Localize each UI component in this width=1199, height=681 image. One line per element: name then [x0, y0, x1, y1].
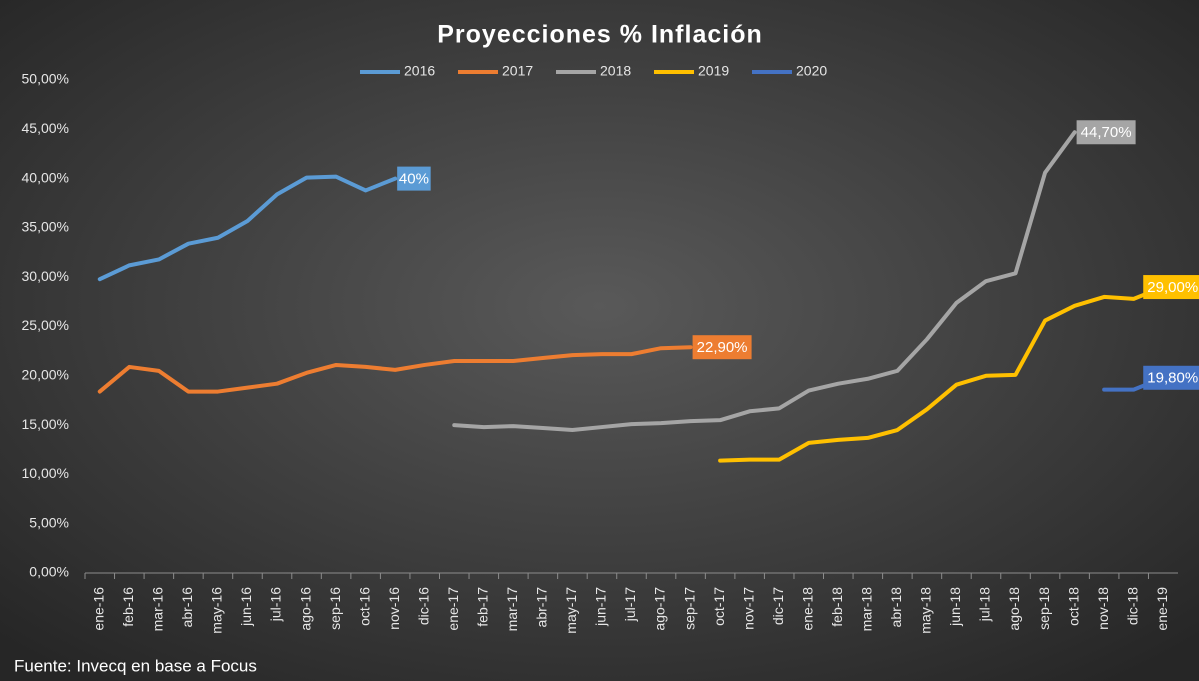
y-tick-label: 35,00% — [22, 219, 69, 235]
data-label: 44,70% — [1081, 124, 1132, 141]
y-tick-label: 5,00% — [29, 514, 69, 530]
x-tick-label: abr-18 — [888, 587, 904, 628]
x-tick-label: oct-17 — [711, 587, 727, 626]
y-tick-label: 20,00% — [22, 367, 69, 383]
x-tick-label: abr-16 — [179, 587, 195, 628]
x-tick-label: nov-18 — [1095, 587, 1111, 630]
source: Fuente: Invecq en base a Focus — [14, 656, 257, 675]
x-tick-label: feb-17 — [475, 587, 491, 627]
chart-title: Proyecciones % Inflación — [437, 21, 763, 49]
x-tick-label: sep-16 — [327, 587, 343, 630]
x-tick-label: ene-17 — [445, 587, 461, 631]
data-label-box — [692, 335, 752, 360]
x-tick-label: dic-18 — [1124, 587, 1140, 625]
x-tick-label: jul-17 — [622, 587, 638, 622]
y-tick-label: 40,00% — [22, 169, 69, 185]
x-tick-label: ago-17 — [652, 587, 668, 631]
x-tick-label: jun-16 — [238, 587, 254, 627]
x-tick-label: oct-16 — [356, 587, 372, 626]
y-tick-label: 15,00% — [22, 416, 69, 432]
legend-label: 2018 — [600, 63, 631, 79]
legend-label: 2016 — [404, 63, 435, 79]
legend-label: 2017 — [502, 63, 533, 79]
x-tick-label: ene-19 — [1154, 587, 1170, 631]
data-label-box — [1143, 365, 1199, 390]
y-tick-label: 25,00% — [22, 317, 69, 333]
data-label: 19,80% — [1147, 370, 1198, 387]
x-tick-label: feb-18 — [829, 587, 845, 627]
series-line — [97, 174, 398, 282]
y-tick-label: 0,00% — [29, 564, 69, 580]
series-line — [718, 285, 1166, 463]
x-tick-label: may-16 — [209, 587, 225, 634]
series-line — [452, 130, 1077, 433]
legend-label: 2020 — [796, 63, 827, 79]
x-tick-label: ago-16 — [297, 587, 313, 631]
data-label-box — [397, 166, 431, 191]
x-tick-label: ene-18 — [799, 587, 815, 631]
x-tick-label: sep-17 — [681, 587, 697, 630]
x-tick-label: mar-17 — [504, 587, 520, 632]
series-line — [97, 345, 693, 394]
x-tick-label: may-18 — [918, 587, 934, 634]
x-tick-label: mar-16 — [150, 587, 166, 632]
data-label: 40% — [399, 171, 429, 188]
x-tick-label: oct-18 — [1065, 587, 1081, 626]
data-label: 29,00% — [1147, 279, 1198, 296]
y-tick-label: 30,00% — [22, 268, 69, 284]
x-tick-label: jul-18 — [977, 587, 993, 622]
x-tick-label: dic-17 — [770, 587, 786, 625]
x-tick-label: ene-16 — [90, 587, 106, 631]
data-label-box — [1076, 120, 1136, 145]
x-tick-label: feb-16 — [120, 587, 136, 627]
x-tick-label: jun-18 — [947, 587, 963, 627]
x-tick-label: nov-16 — [386, 587, 402, 630]
x-tick-label: dic-16 — [415, 587, 431, 625]
data-label-box — [1143, 275, 1199, 300]
x-tick-label: ago-18 — [1006, 587, 1022, 631]
x-tick-label: sep-18 — [1036, 587, 1052, 630]
y-tick-label: 50,00% — [22, 71, 69, 87]
y-tick-label: 10,00% — [22, 465, 69, 481]
legend-label: 2019 — [698, 63, 729, 79]
x-tick-label: mar-18 — [859, 587, 875, 632]
data-label: 22,90% — [697, 339, 748, 356]
x-tick-label: may-17 — [563, 587, 579, 634]
y-tick-label: 45,00% — [22, 120, 69, 136]
x-tick-label: jul-16 — [268, 587, 284, 622]
x-tick-label: abr-17 — [534, 587, 550, 628]
x-tick-label: nov-17 — [740, 587, 756, 630]
x-tick-label: jun-17 — [593, 587, 609, 627]
